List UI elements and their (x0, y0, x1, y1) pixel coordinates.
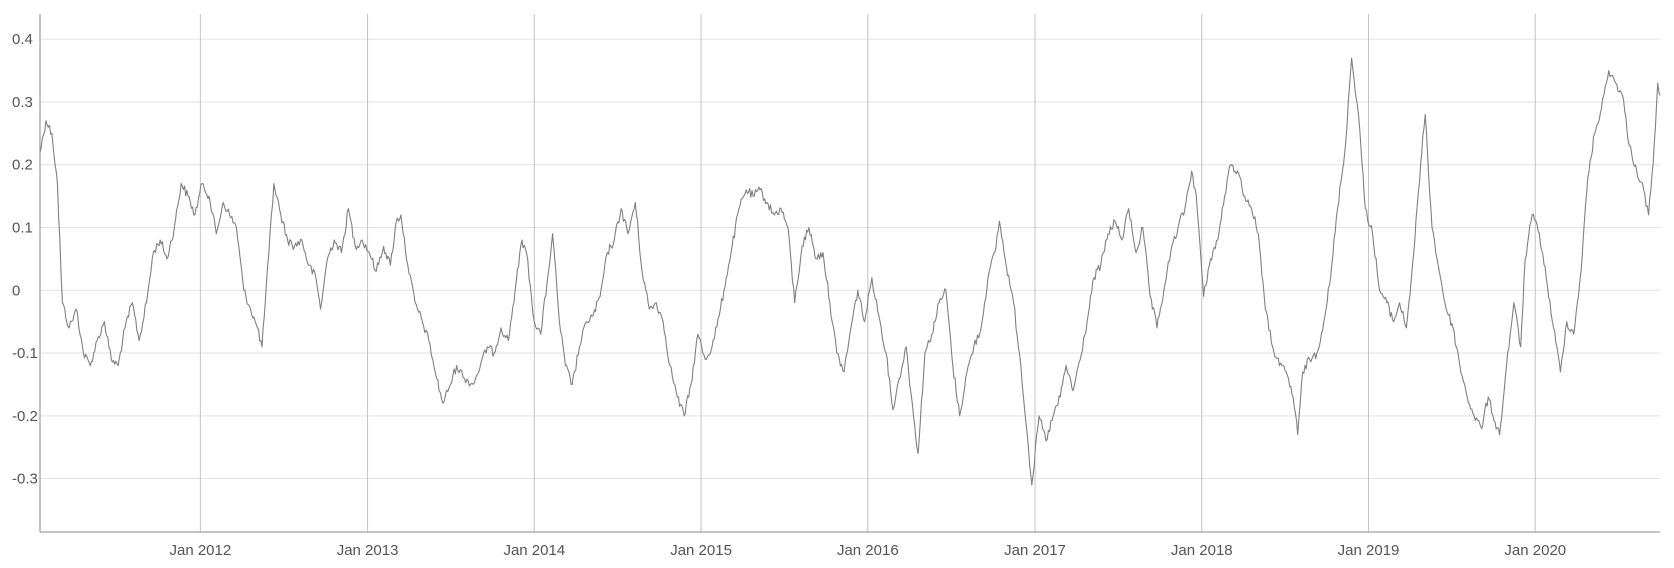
x-tick-labels: Jan 2012 Jan 2013 Jan 2014 Jan 2015 Jan 2016… (169, 542, 1566, 559)
y-tick-label: 0 (12, 282, 20, 299)
y-tick-label: 0.3 (12, 94, 33, 111)
y-tick-label: 0.1 (12, 219, 33, 236)
y-tick-label: 0.2 (12, 157, 33, 174)
x-tick-label: Jan 2018 (1171, 542, 1233, 559)
x-tick-label: Jan 2013 (337, 542, 399, 559)
axes (39, 14, 1660, 533)
x-tick-label: Jan 2017 (1004, 542, 1066, 559)
x-tick-label: Jan 2020 (1504, 542, 1566, 559)
x-tick-label: Jan 2015 (670, 542, 732, 559)
x-tick-label: Jan 2019 (1338, 542, 1400, 559)
y-tick-label: -0.1 (12, 345, 38, 362)
series-line (39, 57, 1661, 486)
y-tick-labels: 0.4 0.3 0.2 0.1 0 -0.1 -0.2 -0.3 (12, 31, 38, 488)
x-tick-label: Jan 2014 (503, 542, 565, 559)
x-tick-label: Jan 2012 (169, 542, 231, 559)
y-tick-label: -0.3 (12, 471, 38, 488)
series-group (39, 57, 1661, 486)
vertical-gridlines (199, 14, 1536, 532)
x-tick-label: Jan 2016 (837, 542, 899, 559)
horizontal-gridlines (40, 38, 1660, 480)
y-tick-label: 0.4 (12, 31, 33, 48)
y-tick-label: -0.2 (12, 408, 38, 425)
